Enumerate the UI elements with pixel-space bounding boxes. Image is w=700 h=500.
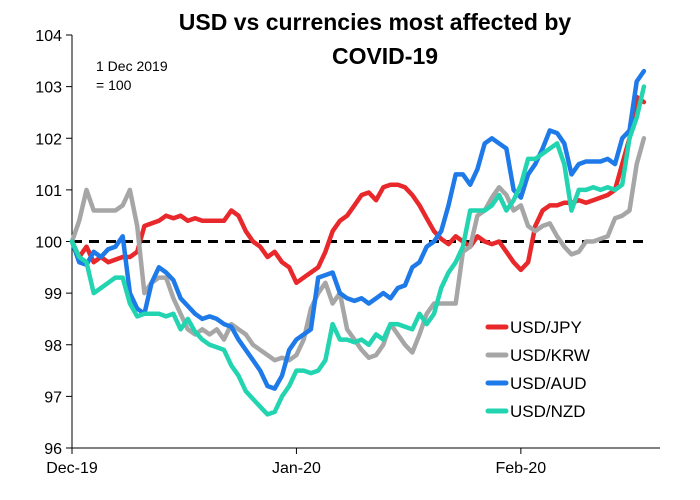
chart-note-line2: = 100 [96,77,132,93]
y-tick-label: 100 [35,235,62,252]
chart-title-line2: COVID-19 [332,43,438,69]
y-ticks: 96 97 98 99 100 101 102 103 104 [35,28,72,458]
x-tick-label: Feb-20 [496,460,547,477]
series-line-usd-aud [69,68,647,391]
y-tick-label: 104 [35,28,62,45]
x-ticks: Dec-19 Jan-20 Feb-20 [46,448,546,477]
y-tick-label: 98 [44,338,62,355]
legend-label: USD/NZD [510,402,586,421]
series-group [69,68,647,417]
legend: USD/JPY USD/KRW USD/AUD USD/NZD [485,318,590,421]
y-tick-label: 96 [44,441,62,458]
series-line-usd-jpy [69,94,647,286]
legend-label: USD/KRW [510,346,590,365]
y-tick-label: 101 [35,183,62,200]
legend-label: USD/JPY [510,318,582,337]
series-line-usd-krw [69,136,647,363]
series-line-usd-nzd [69,84,647,417]
legend-label: USD/AUD [510,374,587,393]
y-tick-label: 102 [35,131,62,148]
y-tick-label: 103 [35,80,62,97]
chart-title-line1: USD vs currencies most affected by [179,9,572,35]
y-tick-label: 99 [44,286,62,303]
x-tick-label: Dec-19 [46,460,98,477]
chart-note-line1: 1 Dec 2019 [96,58,168,74]
x-tick-label: Jan-20 [272,460,321,477]
y-tick-label: 97 [44,389,62,406]
